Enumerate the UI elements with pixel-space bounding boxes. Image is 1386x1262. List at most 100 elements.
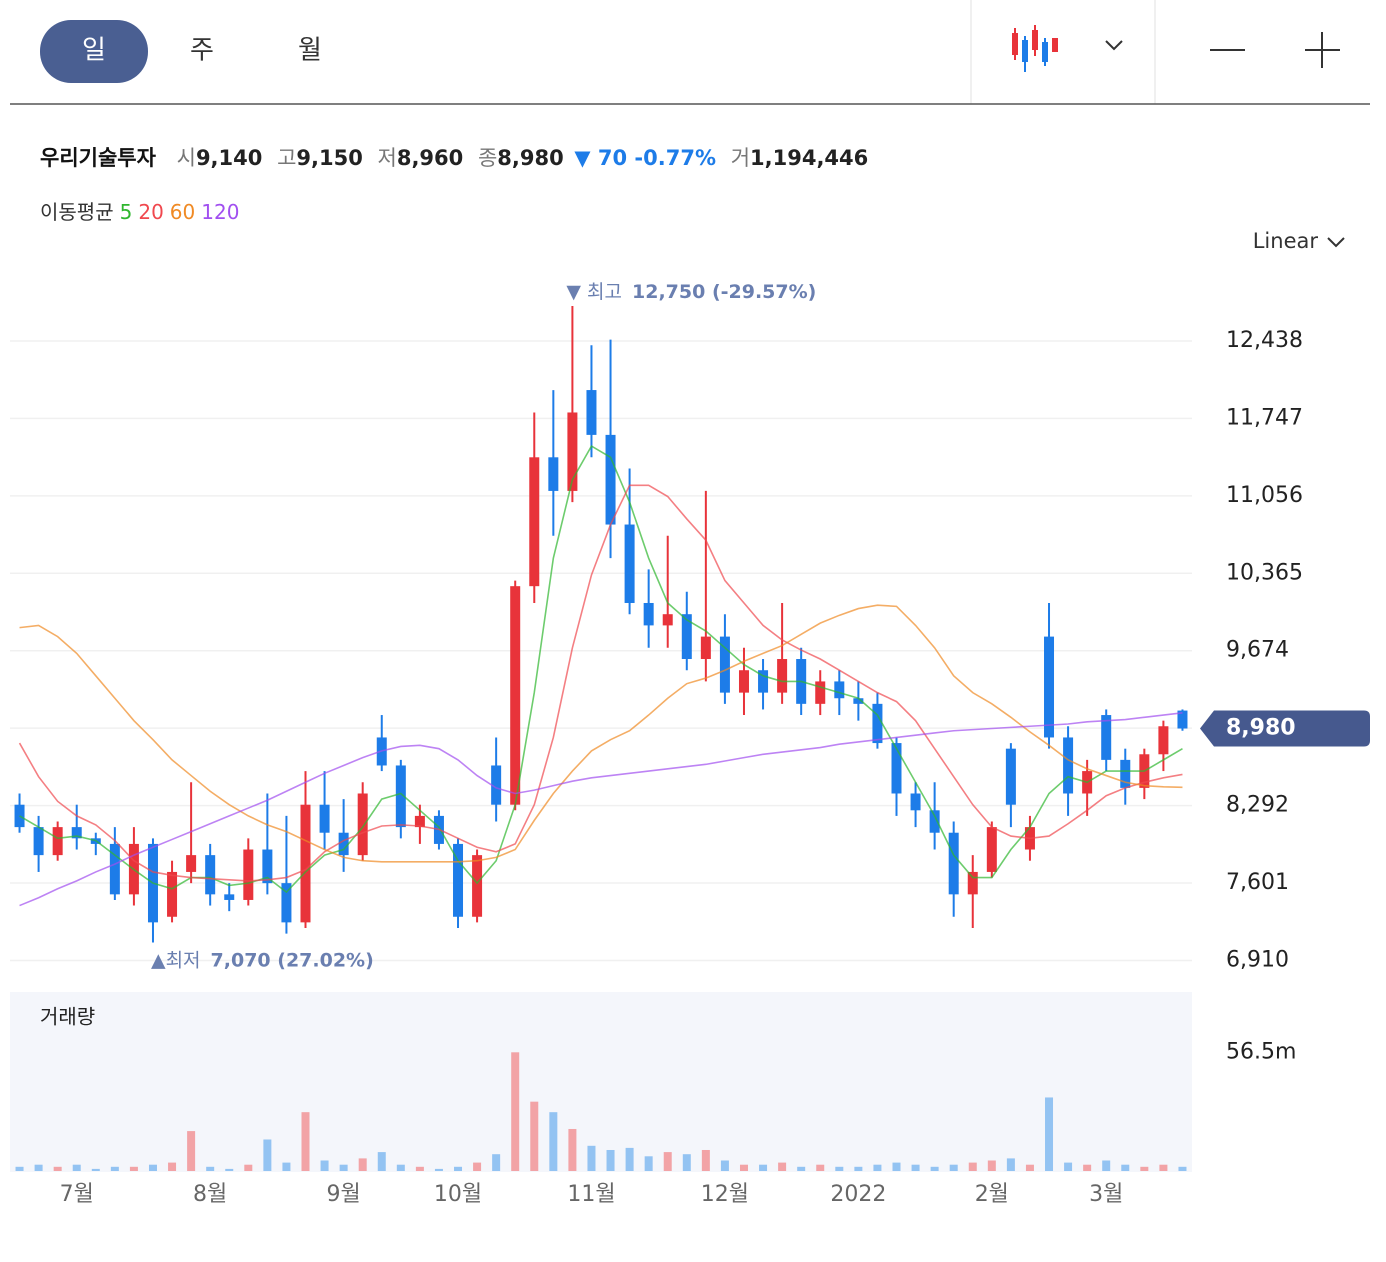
candle-body [167, 871, 178, 917]
candle-body [681, 614, 692, 660]
volume-bar [434, 1168, 443, 1171]
y-tick-label: 11,747 [1226, 405, 1303, 430]
volume-bar [587, 1145, 596, 1171]
candle-body [33, 827, 44, 856]
legend-entry: 60 [170, 200, 195, 224]
legend-entry: 5 [120, 200, 133, 224]
volume-bar [1121, 1164, 1130, 1171]
candle-body [700, 636, 711, 660]
ma-line [19, 444, 1183, 894]
value: 8,980 [497, 146, 563, 170]
volume-bar [778, 1162, 787, 1171]
volume-bar [625, 1147, 634, 1171]
volume-bar [129, 1166, 138, 1171]
last-price-label: 8,980 [1226, 715, 1296, 740]
candle-body [815, 681, 826, 704]
candle-body [967, 871, 978, 895]
volume-bar [759, 1164, 768, 1171]
candle-body [777, 659, 788, 693]
volume-panel [10, 992, 1192, 1172]
candle-body [453, 843, 464, 917]
tab[interactable]: 주 [190, 36, 214, 66]
label: 저 [378, 146, 397, 170]
zoom-in[interactable] [1305, 32, 1340, 68]
volume-bar [492, 1154, 501, 1171]
scale-chevron[interactable] [1327, 237, 1345, 248]
volume-bar [72, 1164, 81, 1171]
candle-body [338, 832, 349, 856]
candle-body [548, 457, 559, 491]
legend-entry: 120 [201, 200, 239, 224]
volume-bar [358, 1158, 367, 1171]
stock-name: 우리기술투자 [40, 146, 157, 170]
annotation-marker: ▲최저 [151, 949, 201, 971]
volume-bar [1102, 1160, 1111, 1171]
candle-body [872, 703, 883, 744]
volume-bar [816, 1164, 825, 1171]
volume-bar [187, 1131, 196, 1171]
candle-body [1063, 737, 1074, 794]
candle-body [1158, 726, 1169, 755]
volume-bar [415, 1166, 424, 1171]
tab[interactable]: 일 [82, 36, 106, 66]
value: 9,140 [196, 146, 262, 170]
volume-bar [511, 1052, 520, 1171]
volume-bar [530, 1101, 539, 1171]
scale-select[interactable]: Linear [1253, 229, 1319, 253]
volume-bar [1140, 1166, 1149, 1171]
annotation-text: 12,750 (-29.57%) [632, 281, 816, 303]
volume-bar [320, 1160, 329, 1171]
x-tick-label: 10월 [434, 1182, 482, 1207]
last-price-tag [1200, 710, 1370, 747]
y-tick-label: 9,674 [1226, 638, 1289, 663]
volume-bar [110, 1166, 119, 1171]
candle-body [109, 843, 120, 895]
volume-bar [739, 1164, 748, 1171]
volume-bar [53, 1166, 62, 1171]
volume-bar [148, 1164, 157, 1171]
volume-bar [1159, 1164, 1168, 1171]
volume-bar [168, 1162, 177, 1171]
candle-body [1177, 710, 1188, 729]
label: 종 [478, 146, 497, 170]
candle-body [891, 743, 902, 794]
tab[interactable]: 월 [298, 36, 322, 66]
volume-bar [282, 1162, 291, 1171]
legend-entry: 20 [138, 200, 163, 224]
ma-label: 이동평균 [40, 200, 114, 224]
value: 1,194,446 [750, 146, 868, 170]
candle-body [472, 855, 483, 917]
volume-bar [720, 1160, 729, 1171]
volume-bar [1045, 1097, 1054, 1171]
candle-body [1005, 748, 1016, 805]
volume-bar [892, 1162, 901, 1171]
candle-body [52, 827, 63, 856]
label: 거 [731, 146, 750, 170]
annotation-marker: ▼ 최고 [566, 281, 622, 303]
annotation-text: 7,070 (27.02%) [211, 949, 374, 971]
volume-bar [34, 1164, 43, 1171]
candle-body [281, 883, 292, 923]
chart-type-icon[interactable] [1012, 25, 1058, 72]
candle-body [586, 390, 597, 435]
x-tick-label: 2월 [975, 1182, 1009, 1207]
volume-bar [1025, 1164, 1034, 1171]
volume-bar [1083, 1164, 1092, 1171]
volume-bar [339, 1164, 348, 1171]
y-tick-label: 8,292 [1226, 793, 1289, 818]
candle-body [205, 855, 216, 895]
x-tick-label: 2022 [830, 1182, 886, 1207]
volume-bar [454, 1166, 463, 1171]
change: ▼ 70 -0.77% [574, 146, 716, 170]
volume-title: 거래량 [40, 1005, 95, 1029]
candle-body [1120, 759, 1131, 788]
ma-line [19, 712, 1183, 907]
x-tick-label: 9월 [327, 1182, 361, 1207]
volume-bar [797, 1166, 806, 1171]
dropdown-chevron[interactable] [1105, 40, 1123, 51]
volume-bar [606, 1149, 615, 1171]
quote-line: 우리기술투자 시9,140 고9,150 저8,960 종8,980 ▼ 70 … [40, 146, 868, 170]
tab-active[interactable] [40, 20, 148, 83]
x-tick-label: 7월 [60, 1182, 94, 1207]
candle-body [605, 434, 616, 525]
